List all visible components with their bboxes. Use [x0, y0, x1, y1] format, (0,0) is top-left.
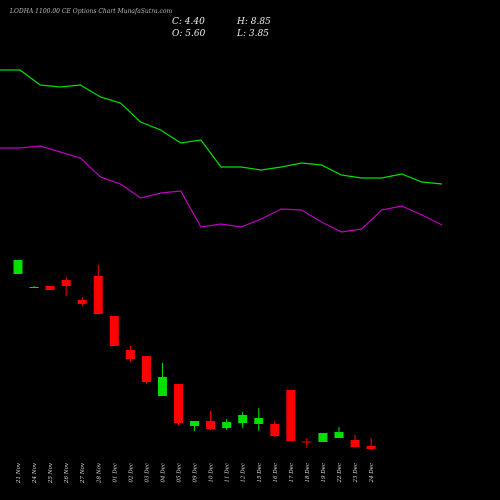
x-tick-label: 21 Nov [16, 462, 22, 484]
candle-body [93, 276, 103, 314]
x-tick-label: 18 Dec [305, 463, 311, 483]
line-series [0, 145, 443, 233]
candle-body [109, 316, 119, 346]
candle-body [350, 440, 360, 447]
x-tick-label: 26 Nov [64, 462, 70, 484]
x-tick-label: 17 Dec [289, 463, 295, 483]
candle-body [125, 350, 135, 359]
candle-body [318, 433, 328, 442]
x-tick-label: 01 Dec [112, 463, 118, 483]
close-label: C: 4.40 [172, 17, 205, 27]
x-tick-label: 19 Dec [321, 463, 327, 483]
candle-body [45, 286, 55, 290]
x-tick-label: 03 Dec [144, 463, 150, 483]
x-tick-label: 24 Dec [369, 463, 375, 484]
x-tick-label: 12 Dec [241, 463, 247, 483]
x-tick-label: 10 Dec [209, 463, 215, 483]
candle-body [238, 415, 248, 423]
candle-body [366, 446, 376, 449]
x-tick-label: 04 Dec [160, 463, 166, 483]
x-tick-label: 23 Dec [353, 463, 359, 484]
candle-body [334, 432, 344, 438]
x-tick-label: 27 Nov [80, 462, 86, 484]
candle-body [141, 356, 151, 382]
x-tick-label: 22 Dec [337, 463, 343, 484]
candle-body [29, 287, 39, 288]
candle-body [286, 390, 296, 441]
candle-body [77, 300, 87, 304]
line-series [0, 69, 443, 185]
x-tick-label: 25 Nov [48, 462, 54, 484]
candle-body [157, 377, 167, 396]
candle-body [222, 422, 232, 428]
candle-body [254, 418, 264, 424]
low-label: L: 3.85 [236, 29, 269, 39]
x-tick-label: 02 Dec [128, 463, 134, 483]
x-tick-label: 24 Nov [32, 462, 38, 484]
candle-body [190, 421, 200, 426]
candle-body [302, 441, 312, 443]
x-tick-label: 15 Dec [257, 463, 263, 483]
candle-body [13, 260, 23, 274]
x-tick-label: 05 Dec [177, 463, 183, 483]
high-label: H: 8.85 [236, 17, 271, 27]
candle-body [61, 280, 71, 286]
x-tick-label: 28 Nov [96, 462, 102, 484]
candle-body [270, 424, 280, 436]
x-tick-label: 09 Dec [193, 463, 199, 483]
x-tick-label: 16 Dec [273, 463, 279, 483]
candle-body [206, 421, 216, 429]
x-tick-label: 11 Dec [225, 463, 231, 483]
open-label: O: 5.60 [172, 29, 206, 39]
candle-body [174, 384, 183, 423]
chart-title: LODHA 1100.00 CE Options Chart MunafaSut… [9, 8, 173, 15]
